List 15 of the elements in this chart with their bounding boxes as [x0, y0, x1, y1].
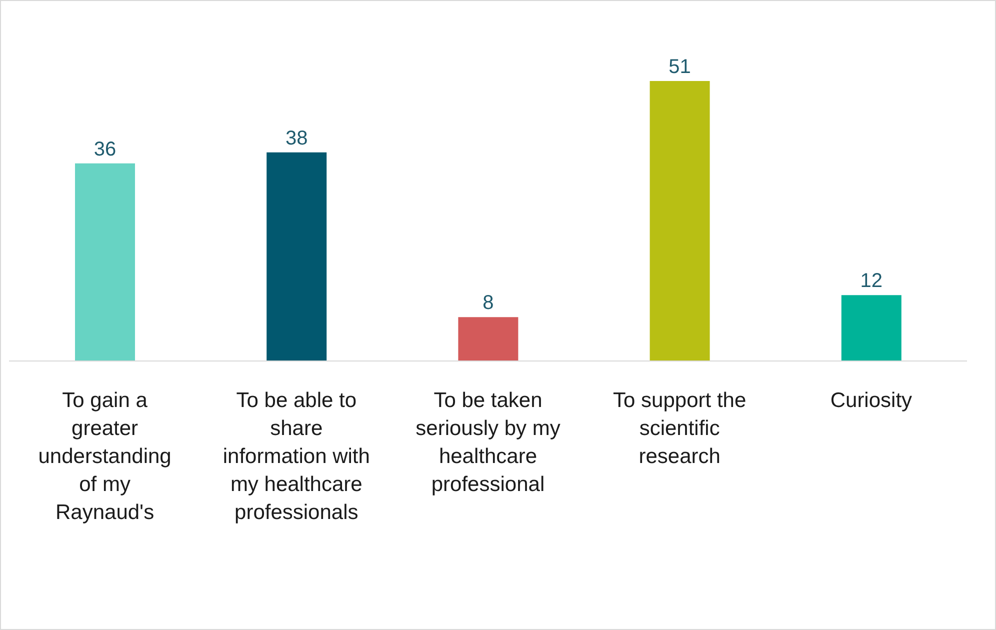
data-label: 36	[94, 138, 116, 160]
x-tick-label: Curiosity	[830, 389, 913, 412]
data-label: 51	[668, 56, 691, 78]
data-label: 38	[285, 127, 308, 150]
bar	[75, 163, 135, 361]
bar	[458, 317, 518, 361]
bar	[841, 295, 902, 361]
x-tick-label: To support the scientific research	[613, 389, 746, 468]
bar	[266, 152, 327, 361]
data-label: 8	[482, 292, 494, 314]
x-tick-label: To gain a greater understanding of my Raynaud's	[38, 389, 172, 524]
x-tick-label: To be able to share information with my healthcare professionals	[222, 389, 370, 524]
bar	[650, 81, 710, 361]
x-tick-label: To be taken seriously by my healthcare professional	[416, 389, 561, 496]
data-label: 12	[860, 270, 883, 292]
